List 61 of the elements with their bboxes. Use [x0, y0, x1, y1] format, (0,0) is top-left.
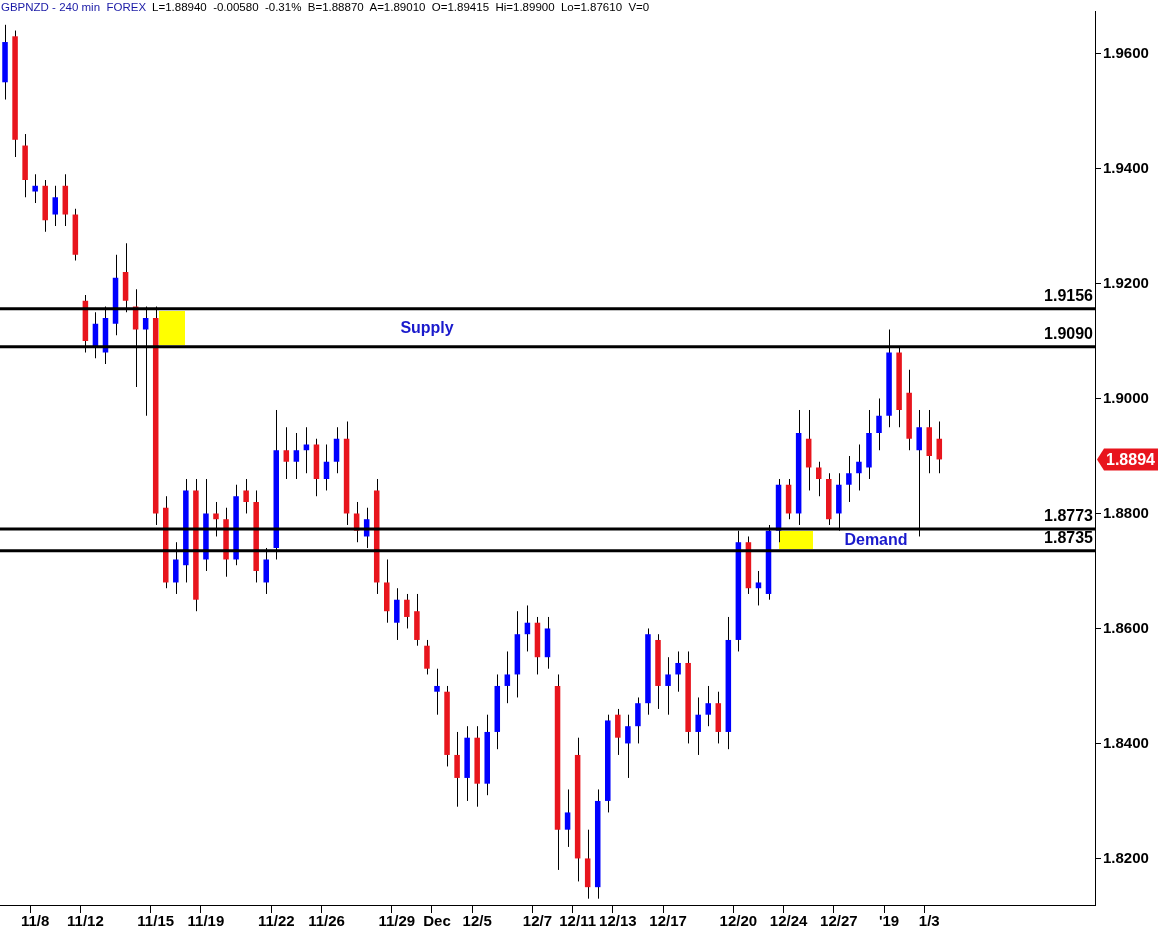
y-tick-label: 1.9000 — [1103, 388, 1149, 406]
ref-line-label: 1.8773 — [1044, 507, 1094, 525]
x-tick-label: 11/26 — [308, 912, 345, 930]
candlestick — [755, 570, 762, 606]
candlestick — [283, 426, 290, 480]
ref-line-label: 1.8735 — [1044, 529, 1094, 547]
ref-line-label: 1.9156 — [1044, 287, 1094, 305]
x-tick-label: 12/7 — [522, 912, 553, 930]
x-tick-label: 11/19 — [187, 912, 225, 930]
candlestick — [625, 714, 631, 779]
y-tick-label: 1.9600 — [1103, 43, 1149, 61]
candlestick — [504, 650, 511, 704]
candlestick — [404, 593, 410, 629]
candlestick — [665, 656, 671, 716]
x-tick-label: 12/24 — [769, 912, 809, 930]
candlestick — [333, 426, 340, 474]
x-tick-label: 12/5 — [462, 912, 492, 930]
candlestick — [424, 639, 430, 675]
candlestick — [856, 443, 862, 491]
x-tick-label: 12/27 — [820, 912, 858, 930]
candlestick — [32, 173, 38, 204]
x-tick-label: 12/13 — [599, 912, 637, 930]
x-tick-label: 11/29 — [378, 912, 416, 930]
x-tick-label: 11/12 — [67, 912, 104, 930]
annotation: Demand — [844, 531, 908, 549]
x-tick-label: 12/11 — [559, 912, 596, 930]
candlestick — [675, 650, 681, 693]
candlestick — [454, 731, 460, 808]
annotation: Supply — [400, 319, 454, 337]
chart-subtitle: L=1.88940 -0.00580 -0.31% B=1.88870 A=1.89010 O=1.89415 Hi=1.89900 Lo=1.87610 V=0 — [152, 1, 650, 13]
candlestick — [52, 185, 59, 227]
candlestick — [815, 461, 822, 497]
candlestick — [293, 432, 300, 480]
candlestick — [564, 788, 571, 848]
text: 1.8894 — [1106, 450, 1156, 468]
candlestick — [695, 696, 701, 756]
x-tick-label: 12/17 — [649, 912, 687, 930]
chart-title: GBPNZD - 240 min FOREX — [1, 1, 147, 13]
candlestick — [876, 398, 882, 451]
x-tick-label: Dec — [423, 912, 451, 930]
x-tick-label: 11/8 — [20, 912, 50, 930]
x-tick-label: 11/22 — [257, 912, 295, 930]
candlestick — [705, 685, 711, 727]
y-tick-label: 1.9400 — [1103, 158, 1149, 176]
y-tick-label: 1.8400 — [1103, 733, 1149, 751]
y-tick-label: 1.8800 — [1103, 503, 1149, 521]
y-tick-label: 1.8600 — [1103, 618, 1149, 636]
candlestick — [394, 587, 400, 641]
x-tick-label: 12/20 — [719, 912, 758, 930]
candlestick — [243, 478, 249, 514]
ref-line-label: 1.9090 — [1044, 325, 1094, 343]
x-tick-label: 11/15 — [137, 912, 175, 930]
y-tick-label: 1.8200 — [1103, 848, 1149, 866]
candlestick — [635, 696, 641, 744]
candlestick — [615, 708, 621, 756]
y-tick-label: 1.9200 — [1103, 273, 1149, 291]
x-tick-label: '19 — [878, 912, 900, 930]
candlestick — [434, 668, 440, 716]
candlestick — [303, 426, 310, 474]
candlestick — [846, 455, 852, 503]
x-tick-label: 1/3 — [918, 912, 940, 930]
